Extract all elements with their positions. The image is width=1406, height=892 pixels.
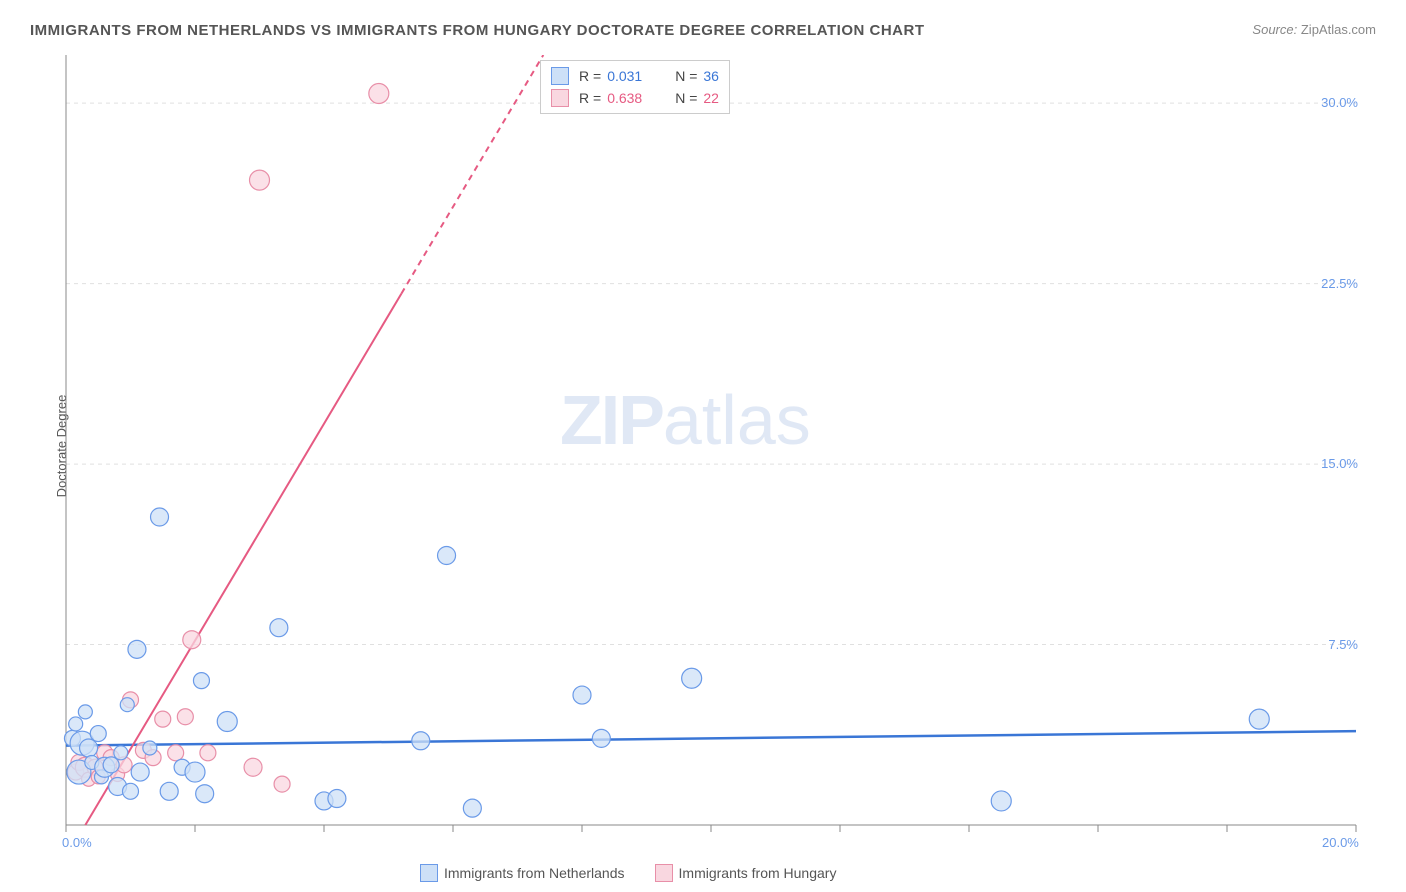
source-attribution: Source: ZipAtlas.com: [1252, 22, 1376, 37]
y-tick-label: 7.5%: [1328, 637, 1358, 652]
legend-item-netherlands: Immigrants from Netherlands: [420, 864, 625, 882]
y-tick-label: 15.0%: [1321, 456, 1358, 471]
y-tick-label: 30.0%: [1321, 95, 1358, 110]
x-tick-label: 0.0%: [62, 835, 92, 850]
legend-row-hungary: R = 0.638 N = 22: [551, 87, 719, 109]
source-text: ZipAtlas.com: [1301, 22, 1376, 37]
chart-area: 7.5%15.0%22.5%30.0%0.0%20.0%: [60, 55, 1360, 835]
n-value: 22: [703, 90, 719, 106]
scatter-chart: [60, 55, 1360, 835]
legend-swatch: [551, 67, 569, 85]
r-label: R =: [579, 68, 601, 84]
n-label: N =: [675, 68, 697, 84]
legend-item-hungary: Immigrants from Hungary: [655, 864, 837, 882]
legend-swatch: [420, 864, 438, 882]
chart-title: IMMIGRANTS FROM NETHERLANDS VS IMMIGRANT…: [30, 22, 925, 39]
r-value: 0.638: [607, 90, 657, 106]
r-label: R =: [579, 90, 601, 106]
y-tick-label: 22.5%: [1321, 276, 1358, 291]
x-tick-label: 20.0%: [1322, 835, 1359, 850]
correlation-legend: R = 0.031 N = 36 R = 0.638 N = 22: [540, 60, 730, 114]
series-legend: Immigrants from Netherlands Immigrants fr…: [420, 864, 836, 882]
n-label: N =: [675, 90, 697, 106]
source-label: Source:: [1252, 22, 1297, 37]
legend-swatch: [655, 864, 673, 882]
legend-row-netherlands: R = 0.031 N = 36: [551, 65, 719, 87]
legend-label: Immigrants from Hungary: [679, 865, 837, 881]
r-value: 0.031: [607, 68, 657, 84]
n-value: 36: [703, 68, 719, 84]
legend-swatch: [551, 89, 569, 107]
legend-label: Immigrants from Netherlands: [444, 865, 625, 881]
